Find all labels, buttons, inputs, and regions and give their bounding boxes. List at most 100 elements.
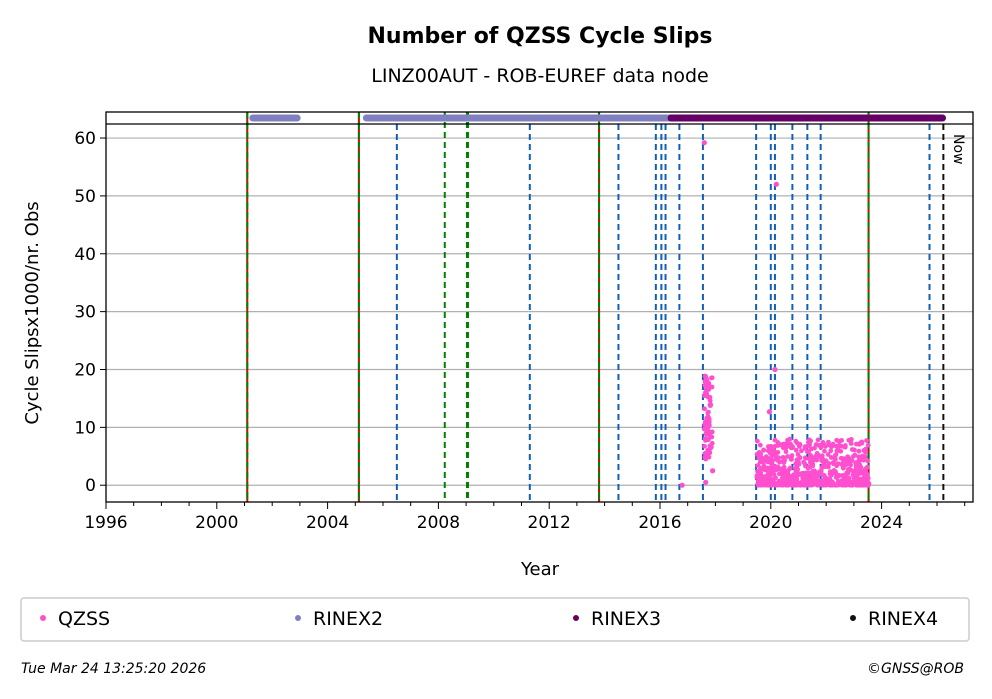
qzss-point	[852, 447, 857, 453]
qzss-point	[756, 476, 762, 482]
qzss-point	[825, 452, 831, 457]
qzss-point	[832, 469, 838, 474]
qzss-point	[828, 455, 834, 460]
qzss-point	[785, 475, 790, 480]
chart-title: Number of QZSS Cycle Slips	[368, 24, 713, 49]
qzss-point	[859, 453, 865, 459]
qzss-point	[772, 481, 778, 487]
qzss-point	[772, 437, 778, 443]
qzss-point	[830, 441, 836, 447]
qzss-point	[834, 448, 840, 454]
qzss-point	[856, 454, 862, 460]
qzss-point	[781, 464, 787, 470]
qzss-point	[821, 442, 827, 448]
qzss-point	[864, 465, 870, 471]
x-tick-label: 2012	[528, 513, 571, 533]
qzss-point	[793, 468, 799, 473]
qzss-point	[795, 452, 801, 457]
qzss-point	[707, 398, 713, 404]
qzss-point	[816, 443, 822, 448]
legend-label-rinex2: RINEX2	[313, 608, 383, 630]
qzss-point	[793, 447, 799, 453]
qzss-point	[805, 465, 811, 471]
qzss-point	[820, 482, 826, 488]
qzss-point	[761, 456, 766, 462]
qzss-point	[755, 463, 761, 468]
qzss-point	[865, 442, 871, 448]
qzss-point	[710, 468, 716, 474]
qzss-point	[815, 482, 821, 488]
x-axis-label: Year	[520, 559, 560, 580]
qzss-point	[858, 464, 864, 470]
qzss-point	[758, 470, 764, 476]
x-tick-label: 2008	[417, 513, 460, 533]
qzss-point	[840, 464, 846, 469]
qzss-point	[850, 453, 856, 459]
qzss-point	[772, 443, 778, 449]
qzss-point	[703, 456, 709, 462]
qzss-point	[706, 387, 712, 392]
qzss-point	[800, 475, 806, 481]
qzss-point	[843, 473, 848, 479]
qzss-point	[808, 446, 814, 452]
qzss-point	[815, 437, 821, 443]
qzss-point	[827, 471, 833, 477]
y-tick-label: 60	[74, 129, 96, 149]
qzss-point	[856, 441, 862, 447]
qzss-point	[783, 445, 789, 451]
qzss-point	[808, 482, 814, 488]
qzss-point	[834, 443, 840, 449]
qzss-point	[773, 181, 779, 187]
qzss-point	[784, 482, 790, 488]
qzss-point	[858, 470, 864, 476]
qzss-point	[847, 466, 853, 472]
qzss-point	[775, 449, 781, 455]
qzss-point	[865, 458, 871, 464]
qzss-point	[789, 473, 795, 479]
x-tick-label: 2004	[306, 513, 349, 533]
qzss-point	[817, 478, 823, 484]
qzss-point	[702, 373, 708, 379]
qzss-point	[792, 481, 798, 487]
qzss-point	[709, 440, 715, 446]
qzss-point	[761, 447, 766, 453]
qzss-point	[862, 472, 868, 478]
y-tick-label: 20	[74, 360, 96, 380]
qzss-point	[846, 437, 852, 443]
qzss-point	[707, 403, 713, 408]
qzss-point	[773, 475, 778, 481]
qzss-point	[705, 410, 711, 416]
qzss-point	[841, 444, 847, 450]
qzss-point	[839, 438, 844, 443]
legend-marker-rinex2	[295, 615, 301, 621]
qzss-point	[818, 469, 824, 475]
qzss-point	[787, 465, 793, 471]
qzss-point	[701, 393, 707, 399]
qzss-point	[702, 443, 707, 449]
qzss-point	[783, 449, 789, 455]
qzss-point	[757, 459, 763, 465]
qzss-point	[826, 442, 832, 448]
qzss-point	[821, 472, 827, 478]
qzss-point	[826, 476, 832, 482]
qzss-point	[702, 382, 708, 388]
qzss-point	[756, 482, 761, 488]
legend-label-rinex4: RINEX4	[868, 608, 938, 630]
qzss-point	[709, 429, 715, 435]
footer-timestamp: Tue Mar 24 13:25:20 2026	[21, 661, 206, 677]
qzss-point	[841, 480, 847, 486]
qzss-point	[704, 436, 709, 442]
qzss-point	[864, 438, 869, 443]
footer-credit: ©GNSS@ROB	[867, 661, 964, 677]
qzss-point	[788, 456, 794, 462]
qzss-point	[766, 471, 772, 477]
legend-label-qzss: QZSS	[58, 608, 110, 630]
qzss-point	[701, 140, 707, 146]
qzss-point	[806, 443, 811, 449]
qzss-point	[705, 447, 711, 453]
qzss-point	[761, 467, 767, 473]
qzss-point	[858, 477, 864, 482]
x-tick-label: 2000	[195, 513, 238, 533]
qzss-point	[768, 459, 773, 465]
